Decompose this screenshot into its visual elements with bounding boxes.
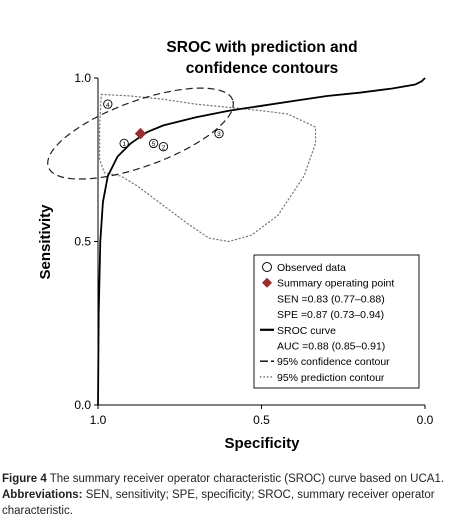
y-tick-label: 1.0 (74, 71, 91, 85)
legend-diamond-icon (262, 277, 272, 288)
legend-item-summary: Summary operating point (262, 277, 394, 290)
legend-text: SPE =0.87 (0.73–0.94) (277, 309, 384, 321)
legend-circle-icon (262, 262, 272, 272)
observed-point-marker (214, 128, 224, 139)
observed-point-marker (158, 142, 169, 152)
y-axis-label: Sensitivity (37, 204, 54, 280)
figure-caption: Figure 4 The summary receiver operator c… (2, 471, 468, 519)
observed-point-marker (119, 138, 129, 149)
legend-box (253, 254, 420, 389)
figure-label: Figure 4 (2, 473, 47, 485)
chart-title-line-1: SROC with prediction and (166, 39, 357, 56)
y-tick-label: 0.5 (74, 235, 91, 249)
y-tick-label: 0.0 (74, 398, 91, 412)
x-axis-label: Specificity (224, 435, 300, 452)
legend-text: AUC =0.88 (0.85–0.91) (277, 341, 385, 353)
observed-point-label: 1 (122, 141, 126, 148)
legend-item-ci: 95% confidence contour (260, 356, 390, 368)
observed-point-3: 3 (214, 128, 224, 139)
legend: Observed data Summary operating point SEN … (253, 254, 420, 389)
observed-point-2: 2 (158, 142, 169, 152)
legend-item-spe: SPE =0.87 (0.73–0.94) (277, 309, 384, 321)
legend-text: SEN =0.83 (0.77–0.88) (277, 293, 385, 305)
caption-line-abbreviations: Abbreviations: SEN, sensitivity; SPE, sp… (2, 487, 468, 519)
legend-item-sen: SEN =0.83 (0.77–0.88) (277, 293, 385, 305)
observed-point-marker (148, 138, 159, 149)
observed-point-label: 5 (152, 141, 156, 148)
observed-point-label: 3 (217, 131, 221, 138)
figure-text: The summary receiver operator characteri… (46, 473, 445, 485)
legend-item-pi: 95% prediction contour (260, 372, 385, 384)
summary-operating-point (134, 127, 147, 140)
prediction-contour (99, 93, 317, 243)
legend-text: Summary operating point (277, 278, 394, 290)
legend-text: SROC curve (277, 325, 336, 337)
sroc-curve (97, 77, 426, 406)
observed-point-label: 2 (162, 144, 166, 151)
sroc-chart: SROC with prediction and confidence cont… (37, 39, 434, 452)
observed-point-1: 1 (119, 138, 129, 149)
legend-item-observed: Observed data (262, 262, 346, 274)
observed-point-marker (103, 99, 113, 109)
legend-text: 95% prediction contour (277, 372, 385, 384)
observed-point-5: 5 (148, 138, 159, 149)
abbreviations-text: SEN, sensitivity; SPE, specificity; SROC… (2, 489, 435, 517)
chart-title-line-2: confidence contours (186, 60, 338, 77)
legend-item-sroc: SROC curve (260, 325, 336, 337)
caption-line-figure: Figure 4 The summary receiver operator c… (2, 471, 468, 487)
observed-point-4: 4 (103, 99, 113, 109)
legend-text: Observed data (277, 262, 346, 274)
x-tick-label: 0.5 (253, 413, 270, 427)
legend-text: 95% confidence contour (277, 356, 390, 368)
abbreviations-label: Abbreviations: (2, 489, 83, 501)
plot-area: 0.0 0.5 1.0 1.0 0.5 0.0 1 2 3 4 5 (47, 71, 434, 427)
confidence-contour (47, 87, 234, 180)
x-tick-label: 0.0 (417, 413, 434, 427)
legend-item-auc: AUC =0.88 (0.85–0.91) (277, 341, 385, 353)
observed-point-label: 4 (106, 102, 110, 109)
x-tick-label: 1.0 (90, 413, 107, 427)
